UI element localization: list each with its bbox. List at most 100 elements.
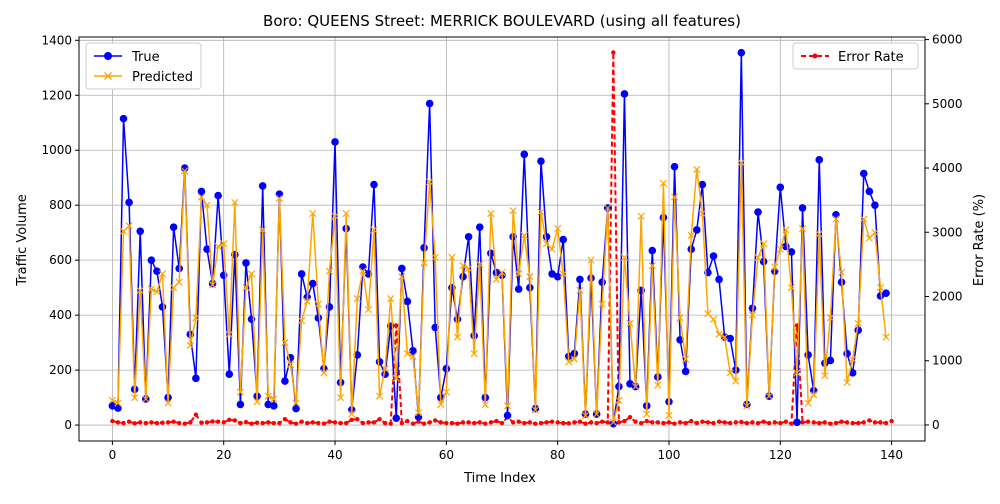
series-predicted [108,158,890,426]
point-error-rate [817,420,822,426]
point-error-rate [566,421,571,426]
point-true [420,243,428,252]
point-predicted [843,378,851,387]
point-error-rate [711,420,716,426]
y-axis-ticks: 0 200 400 600 800 1000 1200 1400 [41,33,79,432]
point-true [475,223,484,231]
right-y-axis-label: Error Rate (%) [972,194,987,286]
point-true [197,187,206,196]
point-predicted [854,319,862,327]
point-predicted [565,358,573,366]
point-error-rate [360,420,366,426]
point-true [403,297,412,306]
point-predicted [470,349,478,358]
point-predicted [426,178,434,186]
point-true [425,99,434,108]
point-error-rate [427,420,432,425]
point-predicted [526,273,534,281]
point-predicted [598,300,606,308]
point-predicted [576,286,584,295]
point-error-rate [232,418,238,423]
point-error-rate [661,420,666,426]
point-predicted [709,315,718,323]
x-tick-label: 120 [769,448,792,462]
point-error-rate [433,418,438,423]
point-predicted [620,253,629,262]
point-true [125,198,133,207]
y-tick-label: 200 [49,363,72,377]
point-predicted [192,314,200,322]
point-error-rate [555,420,560,425]
point-predicted [787,284,796,292]
point-true [359,263,367,271]
point-error-rate [867,418,872,423]
point-predicted [464,264,473,273]
point-predicted [214,242,222,251]
point-true [737,48,746,57]
point-error-rate [438,420,443,425]
point-true [871,201,879,209]
point-error-rate [110,418,115,424]
point-error-rate [861,420,866,425]
point-error-rate [132,421,137,426]
point-error-rate [327,419,332,424]
point-true [793,418,801,427]
point-predicted [515,270,523,278]
point-true [242,259,250,267]
point-error-rate [856,420,861,426]
right-y-tick-label: 4000 [932,161,963,175]
point-predicted [481,400,489,409]
right-y-tick-label: 5000 [932,97,963,111]
point-predicted [220,240,228,248]
point-error-rate [466,420,471,425]
point-true [442,364,451,373]
x-axis-label: Time Index [463,471,536,486]
point-predicted [387,295,395,303]
point-predicted [303,297,311,306]
point-predicted [860,215,868,223]
point-predicted [670,193,679,201]
point-predicted [453,333,462,341]
y-axis-label: Traffic Volume [15,194,30,287]
point-error-rate [449,420,455,426]
point-true [826,356,835,365]
legend-predicted-marker [104,72,112,80]
point-true [203,245,211,253]
point-true [398,264,406,273]
point-error-rate [227,417,232,423]
point-error-rate [488,420,494,425]
point-error-rate [499,420,505,426]
point-predicted [765,392,773,400]
point-error-rate [405,418,410,424]
point-true [281,377,289,385]
point-predicted [771,263,779,271]
point-true [776,183,785,192]
point-predicted [804,399,812,407]
point-error-rate [494,418,499,424]
point-error-rate [421,421,427,426]
point-predicted [181,167,189,175]
point-true [375,358,384,366]
legend-right: Error Rate [792,42,919,70]
point-error-rate [627,415,633,420]
point-predicted [732,377,740,385]
point-true [314,314,323,322]
point-error-rate [650,420,655,425]
point-predicted [793,369,801,377]
point-predicted [370,226,378,234]
point-true [214,191,222,200]
point-error-rate [304,420,310,426]
point-predicted [203,201,211,209]
point-error-rate [605,420,610,425]
point-true [414,413,423,421]
y-tick-label: 1000 [41,143,72,157]
point-predicted [403,349,412,358]
point-predicted [348,410,356,418]
point-predicted [537,208,545,216]
point-predicted [264,392,272,400]
point-error-rate [388,421,393,426]
point-predicted [570,355,578,363]
point-predicted [748,311,757,319]
point-error-rate [594,420,599,426]
point-true [659,213,668,222]
